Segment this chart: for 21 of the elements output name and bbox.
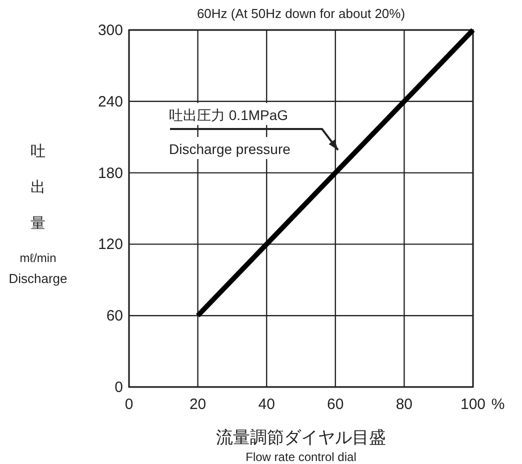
x-tick-label: 80 (396, 396, 413, 413)
x-tick-label: 100 (460, 396, 486, 413)
y-tick-label: 300 (98, 22, 123, 39)
text: Flow rate control dial (246, 450, 356, 464)
y-tick-label: 240 (98, 93, 123, 110)
text: mℓ/min (20, 251, 56, 265)
annotation: Discharge pressure (169, 141, 291, 157)
annotation: 吐出圧力 0.1MPaG (169, 107, 288, 123)
x-tick-label: 60 (327, 396, 344, 413)
chart-title: 60Hz (At 50Hz down for about 20%) (196, 6, 406, 21)
y-tick-label: 180 (98, 164, 123, 182)
text: 吐出量 (30, 143, 46, 232)
y-tick-label: 120 (98, 236, 123, 254)
text: % (491, 396, 505, 413)
x-tick-label: 40 (258, 396, 275, 413)
y-tick-label: 60 (106, 308, 123, 325)
text: Discharge (8, 271, 68, 286)
x-axis-title: 流量調節ダイヤル目盛 (216, 428, 386, 447)
x-tick-label: 0 (124, 396, 134, 413)
x-tick-label: 20 (189, 396, 206, 413)
y-tick-label: 0 (114, 379, 123, 396)
